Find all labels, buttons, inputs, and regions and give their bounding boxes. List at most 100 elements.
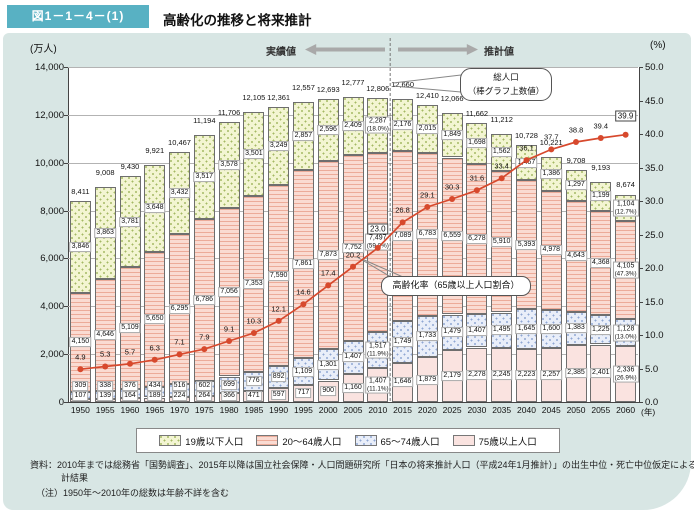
bar-value-label: 434 (146, 381, 163, 391)
aging-rate-value-label: 26.8 (395, 205, 410, 215)
bar-total-label: 12,361 (267, 93, 291, 102)
legend-label: 75歳以上人口 (478, 436, 537, 448)
projection-values-label: 推計値 (484, 47, 514, 58)
bar-value-label: 3,432 (168, 188, 191, 198)
bar-value-label: 1,600 (540, 324, 563, 334)
bar-pct-label: (47.3%) (614, 270, 637, 278)
bar-value-label: 1,109 (292, 367, 315, 377)
y-axis-right-tick (639, 168, 643, 169)
bar-value-label: 1,104 (12.7%) (612, 199, 639, 217)
aging-rate-value-label: 5.3 (99, 349, 111, 359)
y-axis-left-tick-label: 12,000 (34, 110, 64, 121)
y-axis-right-tick-label: 5.0 (645, 364, 659, 375)
y-axis-right-tick (639, 101, 643, 102)
bar-value-label: 3,517 (193, 172, 216, 182)
bar-value-label: 1,407 (11.1%) (364, 376, 391, 394)
bar-total-label: 9,008 (95, 168, 115, 177)
bar-total-label: 8,674 (616, 180, 635, 189)
y-axis-left-tick (64, 163, 68, 164)
bar-total-label: 12,557 (291, 83, 315, 92)
bar-total-label: 9,193 (591, 163, 611, 172)
aging-rate-value-label: 9.1 (223, 324, 235, 334)
bar-value-label: 2,401 (590, 368, 612, 378)
page-title: 高齢化の推移と将来推計 (163, 13, 312, 28)
y-axis-left-tick (64, 67, 68, 68)
aging-rate-value-label: 14.6 (296, 287, 311, 297)
footnote: （注）1950年～2010年の総数は年齢不詳を含む (36, 488, 230, 498)
bar-pct-label: (11.1%) (366, 385, 389, 393)
aging-rate-value-label: 6.3 (149, 343, 160, 353)
aging-rate-value-label: 38.8 (568, 125, 584, 135)
bar-value-label: 1,386 (540, 169, 563, 179)
bar-value-label: 2,385 (565, 368, 587, 378)
legend-item: 19歳以下人口 (159, 434, 243, 448)
bar-value-label: 2,596 (317, 125, 339, 135)
bar-value-label: 1,646 (391, 377, 414, 387)
bar-value-label: 5,393 (515, 240, 538, 250)
bar-value-label: 892 (270, 372, 287, 382)
bar-value-label: 699 (221, 380, 237, 390)
bar-value-label: 7,089 (391, 231, 414, 241)
aging-rate-value-label: 12.1 (271, 304, 286, 314)
bar-total-label: 9,708 (566, 156, 586, 165)
y-axis-left-tick (64, 354, 68, 355)
legend-swatch-plain-pink (452, 435, 475, 446)
bar-value-label: 2,409 (342, 121, 364, 131)
bar-value-label: 2,223 (515, 370, 538, 380)
y-axis-left-tick (64, 306, 68, 307)
y-axis-right-tick-label: 30.0 (645, 196, 664, 207)
x-axis-tick-label: 2010 (368, 405, 388, 415)
bar-total-label: 10,467 (168, 138, 191, 147)
bar-value-label: 3,249 (267, 141, 290, 151)
bar-value-label: 3,863 (94, 228, 116, 238)
bar-value-label: 2,857 (292, 131, 315, 141)
bar-value-label: 2,257 (540, 370, 563, 380)
bar-value-label: 5,910 (490, 237, 513, 247)
bar-value-label: 2,015 (416, 124, 439, 134)
bar-value-label: 1,495 (490, 325, 513, 335)
bar-total-label: 11,706 (217, 108, 241, 117)
bar-value-label: 6,278 (466, 234, 488, 244)
bar-value-label: 1,225 (590, 325, 612, 335)
bar-value-label: 2,245 (490, 370, 513, 380)
x-axis-tick-label: 1980 (219, 405, 239, 415)
bar-value-label: 1,199 (590, 191, 612, 201)
bar-value-label: 471 (246, 391, 262, 401)
aging-rate-value-label: 37.7 (543, 132, 559, 142)
y-axis-right-tick-label: 45.0 (645, 96, 664, 107)
bar-value-label: 516 (171, 381, 188, 391)
total-population-callout-line1: 総人口 (493, 72, 519, 82)
bar-total-label: 12,693 (316, 85, 340, 94)
bar-total-label: 12,105 (242, 93, 266, 102)
x-axis-tick-label: 1995 (293, 405, 313, 415)
aging-rate-value-label: 7.1 (174, 337, 185, 347)
aging-rate-value-label: 30.3 (444, 182, 460, 192)
aging-rate-value-label: 36.1 (519, 143, 534, 153)
bar-value-label: 6,295 (168, 304, 191, 314)
bar-value-label: 3,648 (143, 203, 166, 213)
bar-value-label: 1,297 (565, 180, 587, 190)
x-axis-tick-label: 1950 (70, 405, 90, 415)
bar-value-label: 4,643 (565, 251, 587, 261)
y-axis-right-unit: (%) (650, 40, 666, 51)
bar-pct-label: (59.0%) (366, 242, 389, 250)
bar-value-label: 1,467 (515, 158, 538, 168)
bar-value-label: 1,849 (441, 130, 463, 140)
y-axis-right-tick (639, 268, 643, 269)
bar-value-label: 5,650 (143, 314, 166, 324)
x-axis-tick-label: 2035 (492, 405, 512, 415)
bar-value-label: 1,517 (11.9%) (364, 341, 391, 359)
aging-rate-value-label: 31.6 (469, 173, 485, 183)
bar-value-label: 2,336 (26.9%) (612, 365, 639, 383)
aging-rate-value-label: 10.3 (246, 316, 262, 326)
y-axis-right-tick (639, 201, 643, 202)
y-axis-left-tick-label: 4,000 (40, 301, 64, 312)
bar-value-label: 1,733 (416, 331, 439, 341)
bar-value-label: 366 (221, 391, 237, 401)
x-axis-tick-label: 2045 (541, 405, 561, 415)
y-axis-left-tick-label: 10,000 (34, 158, 64, 169)
bar-value-label: 7,497 (59.0%) (364, 233, 391, 251)
bar-total-label: 12,410 (415, 91, 439, 100)
x-axis-tick-label: 1990 (269, 405, 289, 415)
bar-total-label: 11,662 (465, 109, 489, 118)
